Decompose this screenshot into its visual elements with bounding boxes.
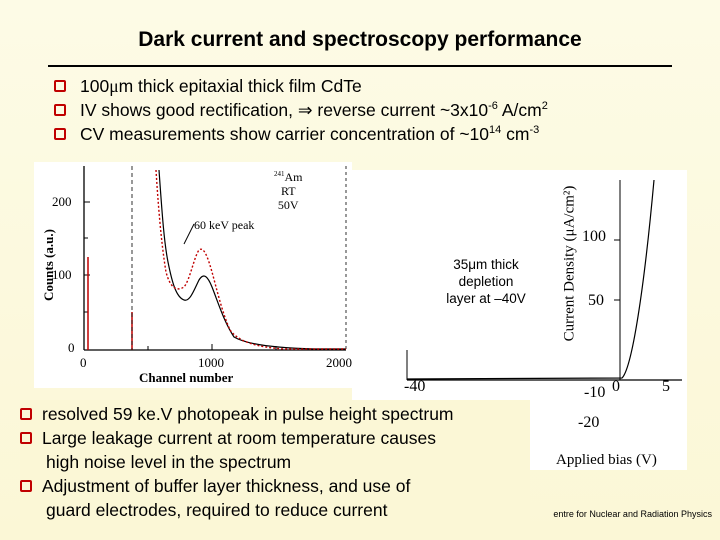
iv-ytick-neg: -10 bbox=[584, 384, 606, 401]
spectrum-ytick: 200 bbox=[52, 194, 72, 209]
spectrum-xtick: 1000 bbox=[198, 355, 224, 370]
iv-xtick: 5 bbox=[662, 378, 670, 395]
spectrum-xtick: 0 bbox=[80, 355, 87, 370]
bullet-box-icon bbox=[20, 408, 32, 420]
iv-xtick: -40 bbox=[404, 378, 426, 395]
bullet-item: CV measurements show carrier concentrati… bbox=[54, 122, 548, 146]
spectrum-legend: 241Am RT 50V bbox=[274, 170, 303, 212]
spectrum-xtick: 2000 bbox=[326, 355, 352, 370]
bullet-text: CV measurements show carrier concentrati… bbox=[80, 124, 540, 144]
spectrum-plot bbox=[83, 166, 347, 351]
bullet-item: resolved 59 ke.V photopeak in pulse heig… bbox=[20, 402, 454, 426]
spectrum-figure: Counts (a.u.) 200 100 0 0 1000 2000 Chan… bbox=[34, 162, 352, 388]
iv-ytick: 50 bbox=[588, 292, 604, 309]
title-underline bbox=[48, 65, 672, 67]
bullet-box-icon bbox=[54, 104, 66, 116]
iv-ytick-neg: -20 bbox=[578, 414, 600, 431]
bullet-box-icon bbox=[54, 80, 66, 92]
spectrum-y-axis-label: Counts (a.u.) bbox=[41, 229, 56, 301]
bullet-text: Adjustment of buffer layer thickness, an… bbox=[42, 476, 411, 496]
iv-xtick: 0 bbox=[612, 378, 620, 395]
iv-x-axis-label: Applied bias (V) bbox=[556, 452, 657, 468]
bullet-item: Adjustment of buffer layer thickness, an… bbox=[20, 474, 454, 498]
bullet-text: 100μm thick epitaxial thick film CdTe bbox=[80, 76, 362, 96]
peak-label: 60 keV peak bbox=[194, 218, 255, 232]
iv-y-axis-label: Current Density (μA/cm²) bbox=[561, 185, 578, 342]
bullet-text: Large leakage current at room temperatur… bbox=[42, 428, 436, 448]
depletion-annotation: 35μm thick depletion layer at –40V bbox=[446, 257, 526, 306]
bullet-item: IV shows good rectification, ⇒ reverse c… bbox=[54, 98, 548, 122]
iv-curve bbox=[406, 179, 655, 380]
footer-text: entre for Nuclear and Radiation Physics bbox=[553, 509, 712, 519]
bullet-box-icon bbox=[54, 128, 66, 140]
slide-title: Dark current and spectroscopy performanc… bbox=[138, 28, 582, 51]
bullet-box-icon bbox=[20, 480, 32, 492]
bullet-box-icon bbox=[20, 432, 32, 444]
iv-plot bbox=[406, 179, 682, 381]
bullet-continuation: high noise level in the spectrum bbox=[46, 452, 292, 472]
implies-arrow-icon: ⇒ bbox=[297, 100, 313, 120]
spectrum-curve-red bbox=[155, 169, 346, 350]
bullet-text: IV shows good rectification, ⇒ reverse c… bbox=[80, 100, 548, 120]
spectrum-ytick: 0 bbox=[68, 340, 75, 355]
bottom-bullet-panel: resolved 59 ke.V photopeak in pulse heig… bbox=[20, 400, 530, 540]
top-bullet-list: 100μm thick epitaxial thick film CdTe IV… bbox=[54, 74, 548, 146]
bullet-item: Large leakage current at room temperatur… bbox=[20, 426, 454, 450]
bullet-text: resolved 59 ke.V photopeak in pulse heig… bbox=[42, 404, 454, 424]
spectrum-x-axis-label: Channel number bbox=[139, 370, 234, 385]
spectrum-curve-black bbox=[158, 169, 346, 350]
bullet-item: 100μm thick epitaxial thick film CdTe bbox=[54, 74, 548, 98]
iv-ytick: 100 bbox=[582, 228, 606, 245]
spectrum-ytick: 100 bbox=[52, 267, 72, 282]
bullet-continuation: guard electrodes, required to reduce cur… bbox=[46, 500, 388, 520]
